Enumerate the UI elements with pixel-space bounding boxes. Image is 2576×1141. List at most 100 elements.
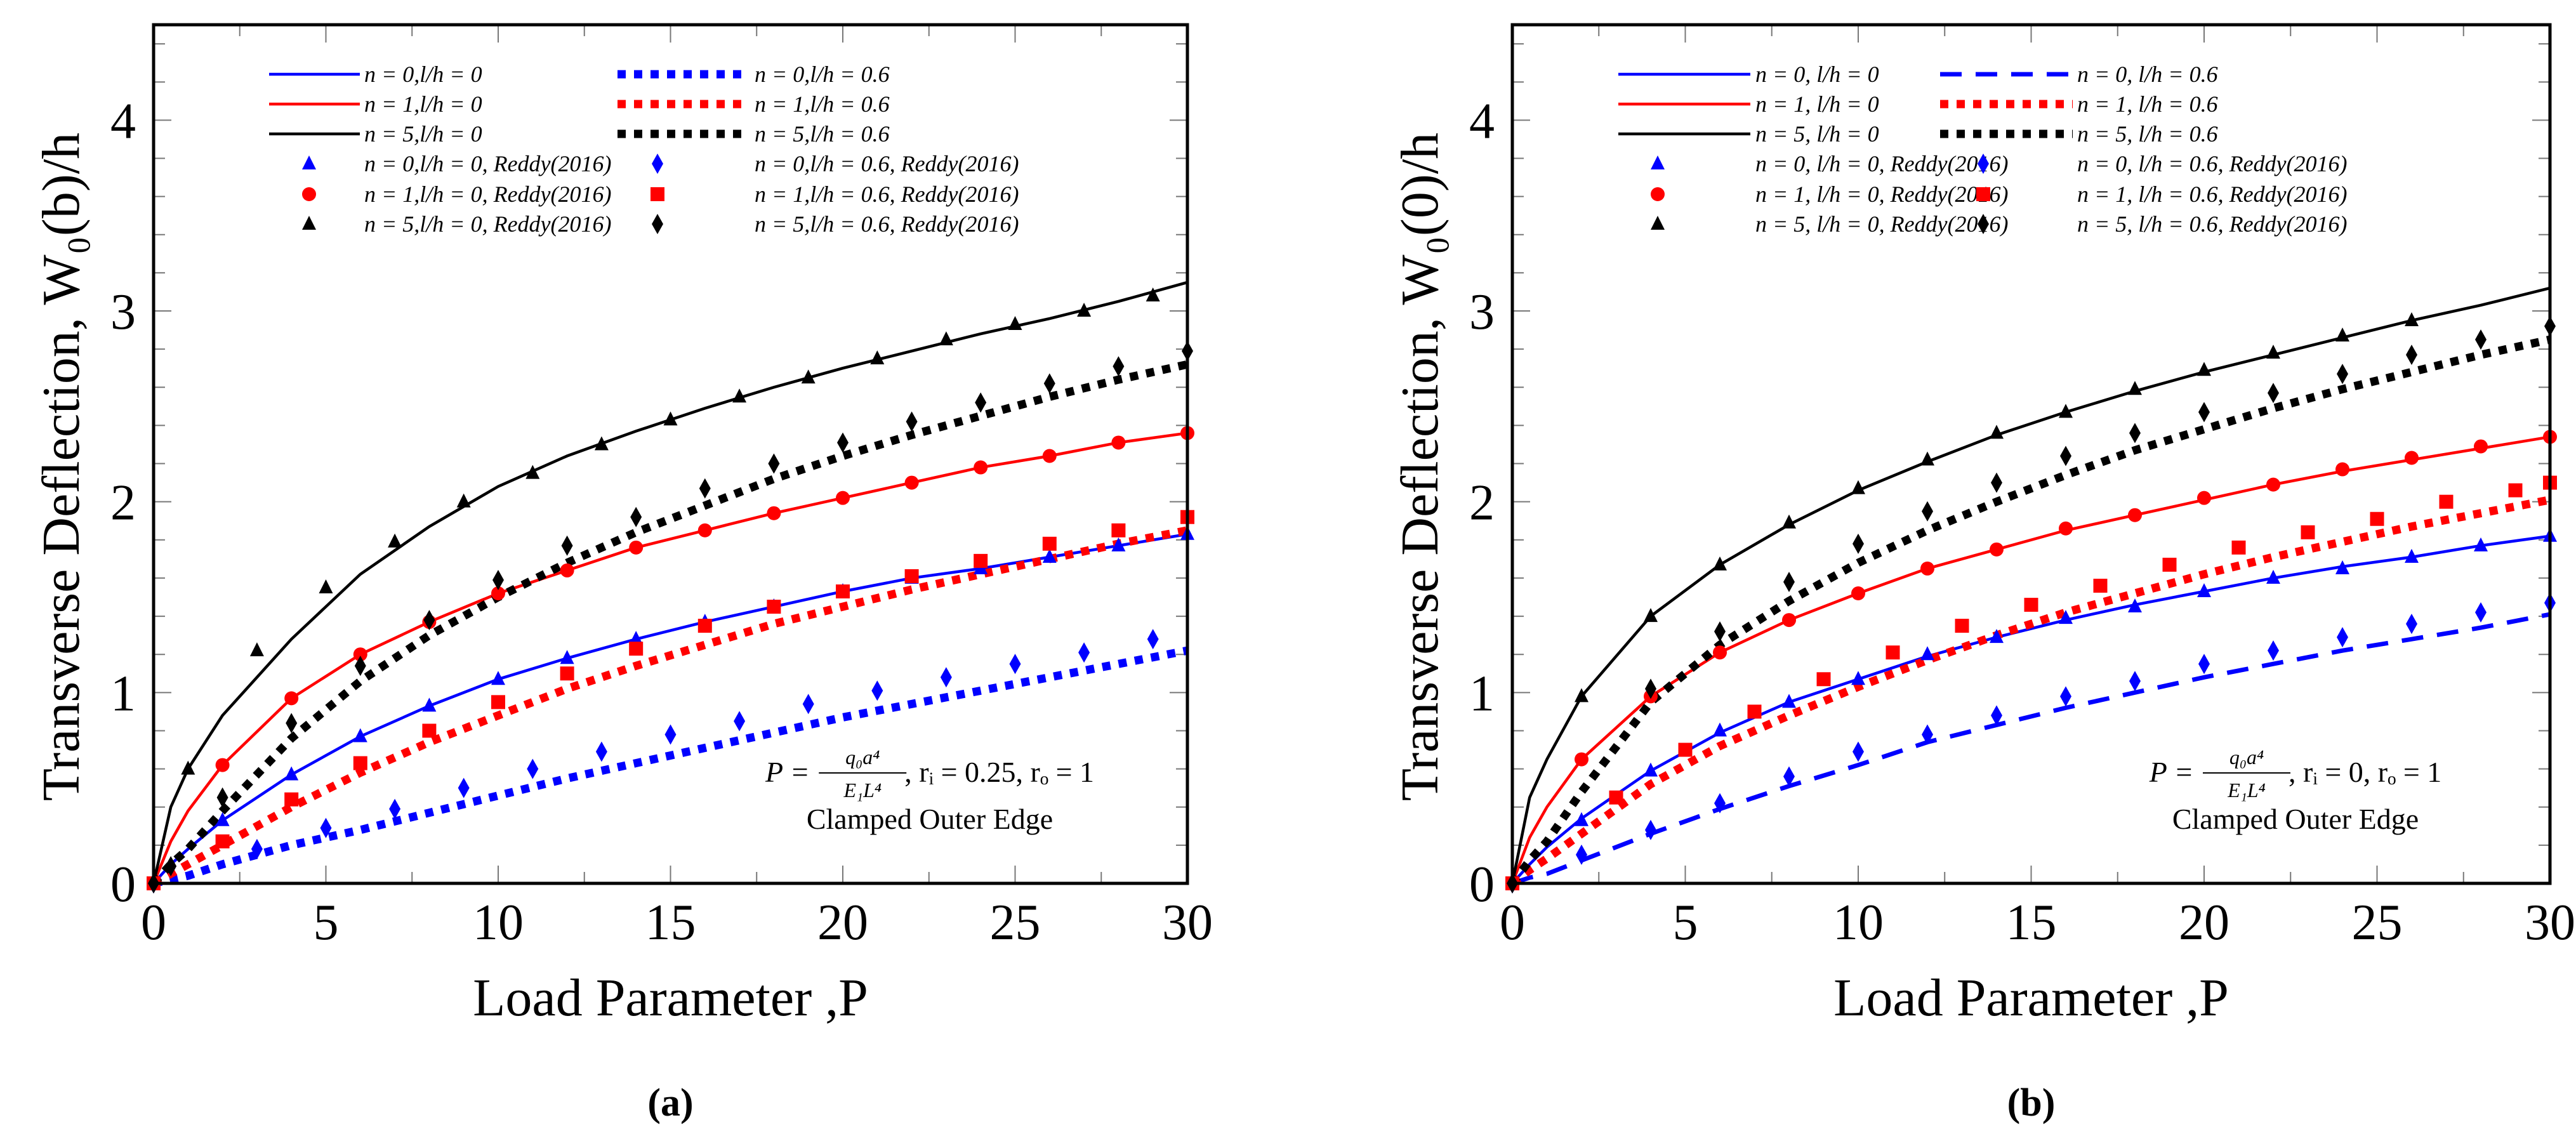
legend-marker-swatch [302,187,316,201]
x-tick-label: 25 [2352,895,2403,951]
marker-series [1507,593,2556,894]
data-point [2198,402,2210,423]
data-point [560,650,574,664]
data-point [2197,491,2211,505]
data-point [732,388,747,403]
data-point [2268,383,2279,404]
data-point [1113,356,1125,377]
data-point [1644,762,1658,777]
data-point [2335,327,2349,342]
data-point [2301,525,2315,539]
legend-label: n = 1, l/h = 0, Reddy(2016) [1755,181,2009,207]
legend-label: n = 5,l/h = 0 [364,121,482,147]
data-point [2197,362,2211,376]
x-tick-label: 10 [1833,895,1884,951]
y-axis-label: Transverse Deflection, W₀(b)/h [32,133,91,801]
chart-panel-b: 0 1 2 3 4 0 5 10 15 20 25 30 Load Parameter ,P Transv… [1390,23,2575,1125]
series-line [1511,534,2551,885]
data-point [629,642,644,656]
legend-marker-swatch [1976,187,1990,201]
data-point [629,631,644,645]
data-point [1009,654,1021,675]
x-tick-label: 20 [2179,895,2229,951]
data-point [2128,598,2142,613]
legend-marker-swatch [1651,187,1665,201]
data-point [1747,704,1762,719]
legend-label: n = 1, l/h = 0.6, Reddy(2016) [2077,181,2348,207]
annotation-numerator: q₀a⁴ [2229,746,2264,768]
plot-frame [1510,23,2552,885]
plot-frame [152,23,1189,885]
data-point [2059,404,2073,418]
legend-label: n = 5, l/h = 0, Reddy(2016) [1755,211,2009,237]
data-point [2128,381,2142,395]
data-point [2059,521,2073,536]
data-point [939,331,953,346]
data-point [1714,621,1726,642]
axis-ticks [1512,25,2551,884]
data-point [2405,312,2419,327]
data-point [2337,364,2348,385]
legend-label: n = 0, l/h = 0.6, Reddy(2016) [2077,151,2348,176]
data-point [1851,480,1865,494]
legend-marker-swatch [1651,216,1665,230]
data-point [527,758,539,779]
data-point [2059,610,2073,624]
legend-marker-swatch [651,187,664,201]
data-point [630,506,642,527]
data-point [975,392,987,413]
data-point [2266,569,2280,584]
data-point [353,728,367,742]
annotation-denominator: E₁L⁴ [843,779,882,801]
data-point [165,855,177,876]
annotation-boundary-condition: Clamped Outer Edge [2172,803,2419,835]
data-point [2474,439,2488,454]
data-point [802,694,814,715]
data-point [422,723,437,738]
legend-label: n = 5, l/h = 0 [1755,121,1879,147]
marker-series [1505,312,2419,889]
data-point [1853,741,1864,762]
data-point [1782,514,1796,529]
data-point [1043,373,1055,394]
legend-label: n = 0,l/h = 0, Reddy(2016) [364,151,612,176]
data-point [491,671,505,685]
data-point [1111,435,1126,450]
y-tick-label: 1 [110,666,136,722]
data-point [354,656,366,676]
data-point [1782,694,1796,708]
series-line [152,432,1188,884]
data-point [2405,548,2419,563]
legend-label: n = 1,l/h = 0.6 [755,91,890,117]
legend-label: n = 5,l/h = 0.6, Reddy(2016) [755,211,1019,237]
legend-label: n = 0, l/h = 0, Reddy(2016) [1755,151,2009,176]
data-point [525,465,540,479]
legend-label: n = 0, l/h = 0.6 [2077,62,2218,87]
data-point [215,812,230,826]
data-point [1042,536,1057,551]
legend-marker-swatch [302,216,316,230]
data-point [1851,671,1865,685]
x-tick-label: 20 [817,895,868,951]
data-point [697,619,712,633]
data-point [2405,451,2419,465]
panel-caption: (b) [2007,1081,2056,1125]
data-point [389,798,401,819]
data-point [2162,557,2177,572]
data-point [2475,329,2487,350]
data-point [1714,793,1726,814]
annotation-numerator: q₀a⁴ [845,746,880,768]
data-point [181,760,195,775]
data-point [2337,627,2348,648]
series-line [1510,435,2551,884]
data-point [2129,671,2141,692]
y-tick-label: 0 [1469,857,1495,913]
data-point [1078,642,1090,663]
data-point [1575,688,1589,702]
legend-label: n = 1,l/h = 0.6, Reddy(2016) [755,181,1019,207]
x-tick-label: 5 [1673,895,1698,951]
legend-label: n = 5,l/h = 0.6 [755,121,890,147]
legend: n = 0, l/h = 0 n = 1, l/h = 0 n = 5, l/h =… [1618,62,2348,237]
data-point [1609,790,1623,805]
data-point [2475,602,2487,623]
